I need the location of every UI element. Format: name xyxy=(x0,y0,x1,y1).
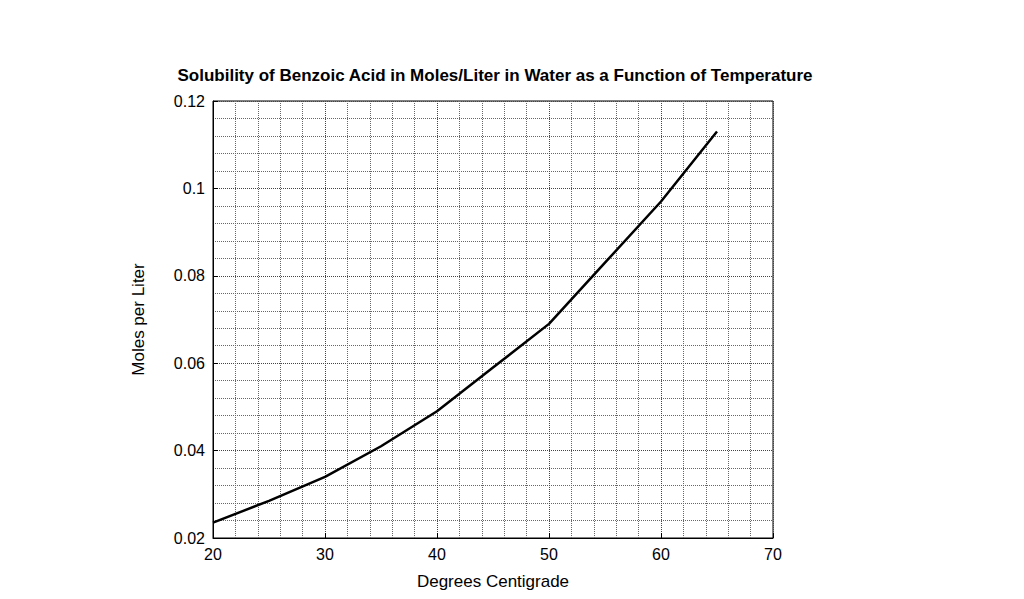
svg-text:50: 50 xyxy=(540,546,558,563)
svg-text:Moles per Liter: Moles per Liter xyxy=(129,263,148,376)
svg-text:60: 60 xyxy=(652,546,670,563)
svg-text:70: 70 xyxy=(764,546,782,563)
svg-text:0.06: 0.06 xyxy=(174,355,205,372)
svg-text:Solubility of Benzoic Acid in: Solubility of Benzoic Acid in Moles/Lite… xyxy=(177,66,812,85)
svg-text:40: 40 xyxy=(428,546,446,563)
svg-text:0.1: 0.1 xyxy=(183,180,205,197)
svg-text:20: 20 xyxy=(204,546,222,563)
svg-text:Degrees Centigrade: Degrees Centigrade xyxy=(417,572,569,591)
svg-text:0.02: 0.02 xyxy=(174,530,205,547)
svg-text:30: 30 xyxy=(316,546,334,563)
svg-text:0.12: 0.12 xyxy=(174,93,205,110)
svg-text:0.04: 0.04 xyxy=(174,442,205,459)
svg-text:0.08: 0.08 xyxy=(174,267,205,284)
